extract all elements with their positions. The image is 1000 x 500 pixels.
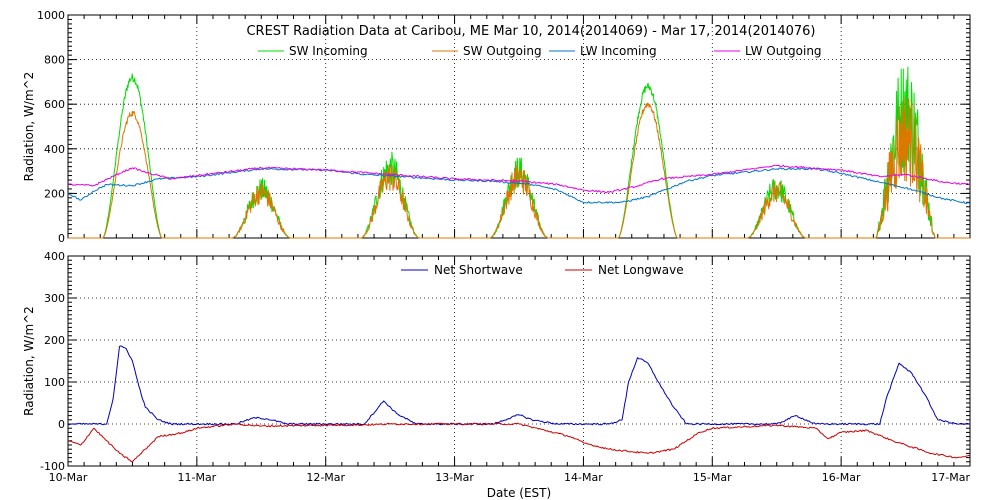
series-line-net-shortwave: [67, 345, 971, 426]
series-line-sw-outgoing: [68, 96, 970, 239]
x-tick-label: 11-Mar: [177, 471, 216, 484]
legend-label: SW Incoming: [289, 44, 368, 58]
series-line-net-longwave: [67, 422, 970, 463]
y-tick-label: 200: [44, 334, 65, 347]
y-tick-label: -100: [40, 460, 65, 473]
legend-label: LW Outgoing: [745, 44, 822, 58]
series-line-lw-incoming: [67, 167, 971, 204]
x-tick-label: 13-Mar: [435, 471, 474, 484]
y-tick-label: 400: [44, 143, 65, 156]
y-tick-label: 400: [44, 250, 65, 263]
y-tick-label: 100: [44, 376, 65, 389]
x-tick-label: 12-Mar: [306, 471, 345, 484]
y-tick-label: 0: [58, 232, 65, 245]
series-line-lw-outgoing: [67, 164, 971, 194]
x-tick-label: 14-Mar: [564, 471, 603, 484]
y-axis-label: Radiation, W/m^2: [22, 306, 36, 416]
y-tick-label: 200: [44, 187, 65, 200]
y-axis-label: Radiation, W/m^2: [22, 72, 36, 182]
y-tick-label: 0: [58, 418, 65, 431]
chart-title: CREST Radiation Data at Caribou, ME Mar …: [246, 24, 815, 39]
y-tick-label: 800: [44, 54, 65, 67]
legend-label: Net Longwave: [598, 263, 684, 277]
x-axis-label: Date (EST): [487, 486, 551, 500]
plot-frame: [67, 255, 971, 467]
series-line-sw-incoming: [68, 66, 970, 239]
y-tick-label: 1000: [37, 9, 65, 22]
x-tick-label: 16-Mar: [822, 471, 861, 484]
y-tick-label: 300: [44, 292, 65, 305]
legend-label: LW Incoming: [580, 44, 657, 58]
x-tick-label: 15-Mar: [693, 471, 732, 484]
x-tick-label: 17-Mar: [931, 471, 970, 484]
bottom-panel: -100 0 100 200 300 400 Radiation, W/m^2 Net Sho…: [22, 250, 971, 500]
legend-label: SW Outgoing: [463, 44, 542, 58]
x-tick-label: 10-Mar: [49, 471, 88, 484]
legend-label: Net Shortwave: [434, 263, 523, 277]
top-panel: 0 200 400 600 800 1000 Radiation, W/m^2 CREST R…: [22, 9, 971, 245]
y-tick-label: 600: [44, 98, 65, 111]
